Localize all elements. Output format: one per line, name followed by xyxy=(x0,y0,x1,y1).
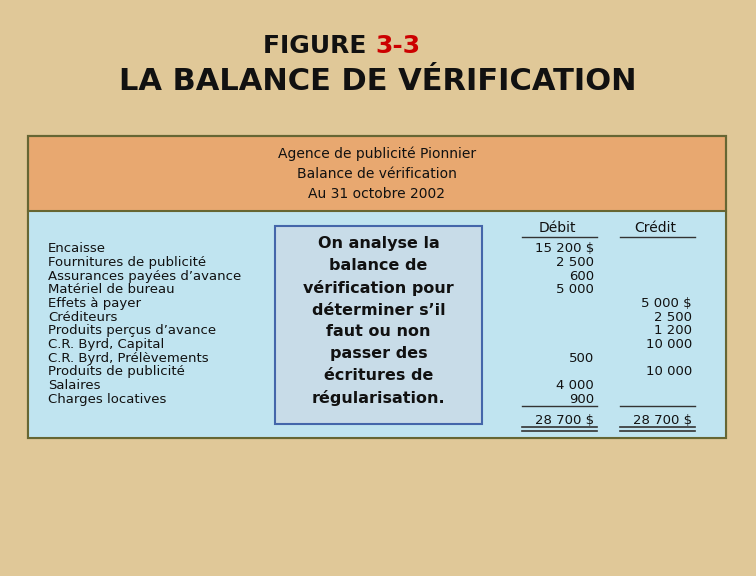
Text: 15 200 $: 15 200 $ xyxy=(534,242,594,255)
Text: Matériel de bureau: Matériel de bureau xyxy=(48,283,175,296)
Text: 28 700 $: 28 700 $ xyxy=(633,414,692,426)
Text: 10 000: 10 000 xyxy=(646,338,692,351)
Text: Débit: Débit xyxy=(538,221,576,235)
Text: 2 500: 2 500 xyxy=(556,256,594,269)
Text: Assurances payées d’avance: Assurances payées d’avance xyxy=(48,270,241,283)
Text: Créditeurs: Créditeurs xyxy=(48,310,117,324)
Text: 5 000: 5 000 xyxy=(556,283,594,296)
Text: On analyse la
balance de
vérification pour
déterminer s’il
faut ou non
passer de: On analyse la balance de vérification po… xyxy=(303,236,454,406)
Text: 3-3: 3-3 xyxy=(375,34,420,58)
Text: FIGURE: FIGURE xyxy=(263,34,375,58)
Bar xyxy=(28,136,726,438)
Text: Fournitures de publicité: Fournitures de publicité xyxy=(48,256,206,269)
Text: Produits de publicité: Produits de publicité xyxy=(48,365,185,378)
Text: 4 000: 4 000 xyxy=(556,379,594,392)
Text: FIGURE 3-3: FIGURE 3-3 xyxy=(0,575,1,576)
Text: Encaisse: Encaisse xyxy=(48,242,106,255)
Text: 28 700 $: 28 700 $ xyxy=(535,414,594,426)
Text: 900: 900 xyxy=(569,393,594,406)
Text: Agence de publicité Pionnier: Agence de publicité Pionnier xyxy=(278,146,476,161)
Text: Produits perçus d’avance: Produits perçus d’avance xyxy=(48,324,216,338)
Text: 600: 600 xyxy=(569,270,594,283)
Text: Balance de vérification: Balance de vérification xyxy=(297,166,457,180)
Text: 500: 500 xyxy=(569,352,594,365)
Text: Charges locatives: Charges locatives xyxy=(48,393,166,406)
Bar xyxy=(275,226,482,424)
Text: C.R. Byrd, Capital: C.R. Byrd, Capital xyxy=(48,338,164,351)
Bar xyxy=(28,136,726,438)
Text: LA BALANCE DE VÉRIFICATION: LA BALANCE DE VÉRIFICATION xyxy=(119,66,637,96)
Text: Au 31 octobre 2002: Au 31 octobre 2002 xyxy=(308,187,445,200)
Text: 10 000: 10 000 xyxy=(646,365,692,378)
Text: C.R. Byrd, Prélèvements: C.R. Byrd, Prélèvements xyxy=(48,352,209,365)
Text: Salaires: Salaires xyxy=(48,379,101,392)
Text: 5 000 $: 5 000 $ xyxy=(641,297,692,310)
Text: 2 500: 2 500 xyxy=(654,310,692,324)
Text: Crédit: Crédit xyxy=(634,221,676,235)
Text: 1 200: 1 200 xyxy=(654,324,692,338)
Text: Effets à payer: Effets à payer xyxy=(48,297,141,310)
Bar xyxy=(28,211,726,438)
